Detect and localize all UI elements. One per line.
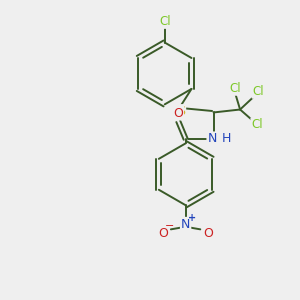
Text: N: N [181,218,190,231]
Text: O: O [159,227,169,240]
Text: S: S [177,105,185,118]
Text: Cl: Cl [159,15,170,28]
Text: +: + [188,213,196,223]
Text: Cl: Cl [230,82,242,95]
Text: N: N [207,133,217,146]
Text: Cl: Cl [253,85,264,98]
Text: O: O [173,106,183,119]
Text: −: − [165,221,175,231]
Text: H: H [221,133,231,146]
Text: O: O [203,227,213,240]
Text: Cl: Cl [251,118,263,131]
